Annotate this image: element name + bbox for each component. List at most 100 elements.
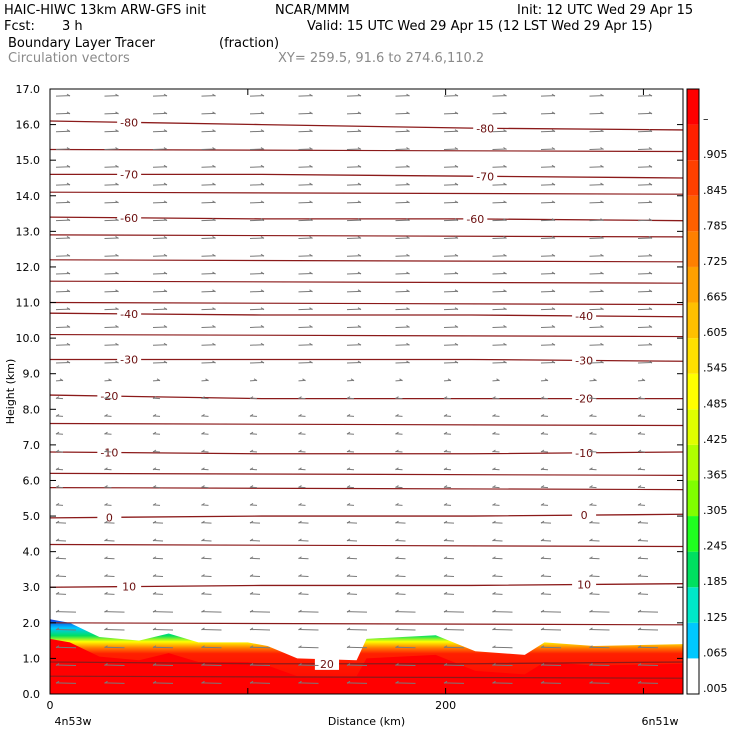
- wind-vector-head: [346, 396, 351, 400]
- wind-vector-head: [648, 147, 653, 150]
- wind-vector: [346, 575, 358, 578]
- wind-vector-head: [503, 325, 507, 328]
- wind-vector-head: [66, 111, 71, 115]
- wind-vector-head: [260, 360, 265, 364]
- wind-vector-head: [163, 236, 168, 239]
- wind-vector-head: [66, 253, 71, 257]
- wind-vector-head: [589, 663, 593, 666]
- wind-vector: [395, 326, 410, 328]
- contour-label: -10: [575, 447, 593, 460]
- wind-vector: [249, 166, 265, 168]
- wind-vector: [55, 184, 71, 186]
- wind-vector-head: [104, 663, 108, 666]
- wind-vector-head: [66, 147, 71, 150]
- colorbar-label: .845: [703, 184, 728, 197]
- wind-vector: [201, 290, 216, 293]
- wind-vector-head: [115, 218, 119, 222]
- wind-vector: [443, 95, 459, 97]
- wind-vector-head: [600, 218, 604, 222]
- wind-vector-head: [648, 325, 653, 328]
- wind-vector-head: [298, 502, 302, 506]
- wind-vector: [443, 664, 465, 667]
- wind-vector-head: [309, 93, 313, 97]
- wind-vector-head: [66, 360, 71, 364]
- wind-vector-head: [589, 449, 593, 453]
- wind-vector-head: [163, 271, 168, 275]
- wind-vector-head: [249, 556, 254, 560]
- wind-vector: [104, 219, 119, 222]
- wind-vector: [637, 611, 659, 613]
- wind-vector: [492, 237, 507, 239]
- wind-vector-head: [55, 627, 60, 631]
- wind-vector-head: [600, 253, 604, 257]
- wind-vector-head: [551, 236, 556, 239]
- wind-vector: [104, 682, 125, 684]
- wind-vector: [589, 611, 610, 613]
- wind-vector: [104, 611, 125, 613]
- wind-vector-head: [253, 378, 258, 382]
- colorbar-label: .305: [703, 504, 728, 517]
- wind-vector: [152, 326, 168, 328]
- wind-vector: [395, 255, 410, 257]
- wind-vector: [492, 646, 513, 649]
- wind-vector-head: [201, 520, 205, 524]
- wind-vector-head: [249, 591, 254, 595]
- wind-vector-head: [443, 663, 448, 666]
- init-time: Init: 12 UTC Wed 29 Apr 15: [517, 3, 694, 18]
- wind-vector: [104, 593, 115, 595]
- wind-vector: [346, 593, 358, 595]
- wind-vector-head: [55, 591, 60, 595]
- wind-vector: [395, 344, 410, 346]
- model-title: HAIC-HIWC 13km ARW-GFS init: [4, 3, 206, 18]
- wind-vector: [540, 344, 556, 346]
- wind-vector-head: [55, 467, 60, 471]
- wind-vector: [346, 112, 362, 115]
- wind-vector-head: [443, 556, 448, 560]
- wind-vector-head: [443, 485, 448, 489]
- wind-vector-head: [346, 413, 351, 417]
- wind-vector-head: [637, 431, 642, 435]
- wind-vector-head: [201, 609, 205, 613]
- wind-vector: [152, 290, 168, 293]
- wind-vector-head: [648, 271, 653, 275]
- x-tick-label: 200: [435, 699, 456, 712]
- wind-vector-head: [152, 680, 157, 684]
- wind-vector-head: [212, 307, 216, 311]
- wind-vector-head: [249, 680, 254, 684]
- wind-vector-head: [115, 200, 119, 204]
- wind-vector: [346, 95, 362, 97]
- wind-vector-head: [406, 253, 410, 257]
- wind-vector-head: [395, 538, 399, 542]
- wind-vector-head: [454, 164, 459, 168]
- wind-vector: [492, 344, 507, 346]
- temperature-contour: [50, 661, 683, 665]
- field-units: (fraction): [219, 36, 280, 51]
- wind-vector: [298, 326, 313, 328]
- wind-vector: [443, 130, 459, 133]
- wind-vector-head: [443, 680, 448, 684]
- wind-vector-head: [104, 467, 108, 471]
- wind-vector: [152, 166, 168, 168]
- wind-vector: [249, 148, 265, 150]
- wind-vector-head: [152, 663, 157, 666]
- wind-vector-head: [66, 271, 71, 275]
- wind-vector-head: [152, 485, 157, 489]
- wind-vector: [152, 237, 168, 239]
- wind-vector: [492, 362, 507, 364]
- wind-vector: [443, 593, 455, 595]
- wind-vector: [540, 326, 556, 328]
- wind-vector-head: [163, 182, 168, 186]
- wind-vector: [589, 95, 604, 97]
- wind-vector-head: [302, 378, 306, 382]
- colorbar-label: .665: [703, 291, 728, 304]
- wind-vector-head: [249, 413, 254, 417]
- wind-vector-head: [309, 236, 313, 239]
- wind-vector-head: [357, 253, 362, 257]
- wind-vector-head: [249, 502, 254, 506]
- wind-vector: [346, 308, 362, 311]
- wind-vector-head: [600, 236, 604, 239]
- wind-vector-head: [551, 147, 556, 150]
- wind-vector-head: [551, 164, 556, 168]
- wind-vector-head: [454, 289, 459, 293]
- wind-vector: [589, 362, 604, 364]
